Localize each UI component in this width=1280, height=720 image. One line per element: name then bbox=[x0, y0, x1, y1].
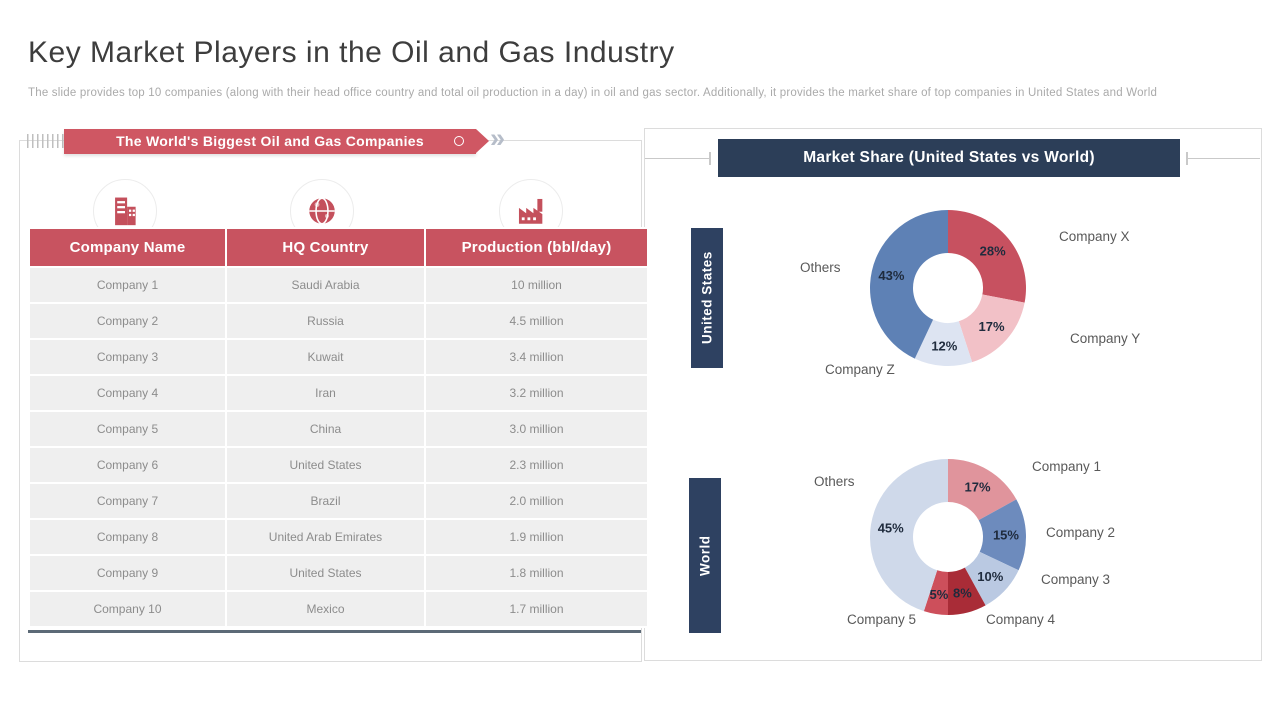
table-cell: 3.2 million bbox=[426, 376, 647, 410]
column-header-production: Production (bbl/day) bbox=[426, 229, 647, 266]
table-cell: Company 9 bbox=[30, 556, 225, 590]
ring-icon bbox=[454, 136, 464, 146]
table-cell: United Arab Emirates bbox=[227, 520, 424, 554]
table-cell: Company 8 bbox=[30, 520, 225, 554]
factory-icon bbox=[518, 198, 543, 224]
slice-name-label: Company X bbox=[1059, 229, 1130, 244]
donut-slice-company-y bbox=[958, 294, 1025, 363]
table-underline bbox=[28, 630, 641, 633]
table-cell: United States bbox=[227, 448, 424, 482]
donut-slice-company-x bbox=[948, 210, 1026, 303]
globe-icon bbox=[309, 197, 335, 225]
company-table-body: Company 1 Saudi Arabia 10 million Company 2… bbox=[30, 268, 647, 626]
slice-name-label: Company 5 bbox=[847, 612, 917, 627]
donut-slice-others bbox=[870, 459, 948, 612]
deco-tick-right bbox=[1186, 152, 1188, 165]
page-title: Key Market Players in the Oil and Gas In… bbox=[28, 36, 675, 70]
table-cell: Company 3 bbox=[30, 340, 225, 374]
world-chart-side-label: World bbox=[689, 478, 721, 633]
slice-percent-label: 8% bbox=[953, 586, 972, 601]
donut-slice-company-2 bbox=[978, 499, 1026, 571]
table-cell: United States bbox=[227, 556, 424, 590]
table-row: Company 7 Brazil 2.0 million bbox=[30, 484, 647, 518]
table-cell: 3.0 million bbox=[426, 412, 647, 446]
donut-slice-company-4 bbox=[948, 567, 986, 615]
slice-name-label: Company Y bbox=[1070, 331, 1141, 346]
deco-line-right bbox=[1186, 158, 1260, 159]
slice-percent-label: 28% bbox=[980, 244, 1006, 259]
world-donut-chart: 17% 15% 10% 8% 5% 45% bbox=[870, 459, 1026, 615]
table-row: Company 5 China 3.0 million bbox=[30, 412, 647, 446]
slice-name-label: Company 2 bbox=[1046, 525, 1116, 540]
table-cell: 2.3 million bbox=[426, 448, 647, 482]
table-cell: Company 7 bbox=[30, 484, 225, 518]
table-cell: Company 4 bbox=[30, 376, 225, 410]
slice-name-label: Company Z bbox=[825, 362, 895, 377]
table-cell: Company 10 bbox=[30, 592, 225, 626]
slice-name-label: Company 4 bbox=[986, 612, 1056, 627]
table-row: Company 2 Russia 4.5 million bbox=[30, 304, 647, 338]
table-cell: Company 5 bbox=[30, 412, 225, 446]
table-cell: Iran bbox=[227, 376, 424, 410]
slice-percent-label: 43% bbox=[878, 268, 904, 283]
table-row: Company 3 Kuwait 3.4 million bbox=[30, 340, 647, 374]
table-cell: Russia bbox=[227, 304, 424, 338]
donut-slice-company-z bbox=[914, 319, 973, 366]
table-cell: Kuwait bbox=[227, 340, 424, 374]
table-cell: 1.8 million bbox=[426, 556, 647, 590]
table-row: Company 4 Iran 3.2 million bbox=[30, 376, 647, 410]
column-header-company-name: Company Name bbox=[30, 229, 225, 266]
hatch-decoration bbox=[27, 134, 65, 148]
table-cell: China bbox=[227, 412, 424, 446]
slice-name-label: Others bbox=[814, 474, 855, 489]
slice-percent-label: 15% bbox=[993, 528, 1019, 543]
table-row: Company 10 Mexico 1.7 million bbox=[30, 592, 647, 626]
companies-table: Company Name HQ Country Production (bbl/… bbox=[28, 227, 649, 628]
table-cell: 10 million bbox=[426, 268, 647, 302]
table-row: Company 6 United States 2.3 million bbox=[30, 448, 647, 482]
slice-name-label: Others bbox=[800, 260, 841, 275]
table-cell: Company 1 bbox=[30, 268, 225, 302]
donut-slice-company-3 bbox=[964, 551, 1019, 606]
chart-title: Market Share (United States vs World) bbox=[718, 139, 1180, 177]
page-subtitle: The slide provides top 10 companies (alo… bbox=[28, 86, 1158, 99]
deco-tick-left bbox=[709, 152, 711, 165]
companies-banner: The World's Biggest Oil and Gas Companie… bbox=[64, 129, 489, 154]
slice-percent-label: 10% bbox=[977, 569, 1003, 584]
donut-slice-company-1 bbox=[948, 459, 1017, 521]
slice-percent-label: 5% bbox=[930, 587, 949, 602]
building-icon bbox=[115, 197, 136, 226]
table-cell: Saudi Arabia bbox=[227, 268, 424, 302]
slice-percent-label: 17% bbox=[965, 480, 991, 495]
table-row: Company 9 United States 1.8 million bbox=[30, 556, 647, 590]
slice-name-label: Company 3 bbox=[1041, 572, 1111, 587]
chevron-right-icon: » bbox=[490, 123, 506, 153]
table-row: Company 1 Saudi Arabia 10 million bbox=[30, 268, 647, 302]
column-header-hq-country: HQ Country bbox=[227, 229, 424, 266]
table-cell: 3.4 million bbox=[426, 340, 647, 374]
table-cell: 1.7 million bbox=[426, 592, 647, 626]
table-cell: Brazil bbox=[227, 484, 424, 518]
table-cell: 2.0 million bbox=[426, 484, 647, 518]
table-row: Company 8 United Arab Emirates 1.9 million bbox=[30, 520, 647, 554]
table-cell: 4.5 million bbox=[426, 304, 647, 338]
table-header-row: Company Name HQ Country Production (bbl/… bbox=[30, 229, 647, 266]
slice-percent-label: 45% bbox=[878, 520, 904, 535]
us-donut-chart: 28% 17% 12% 43% bbox=[870, 210, 1026, 366]
deco-line-left bbox=[645, 158, 711, 159]
table-cell: 1.9 million bbox=[426, 520, 647, 554]
slice-name-label: Company 1 bbox=[1032, 459, 1102, 474]
slice-percent-label: 12% bbox=[931, 338, 957, 353]
donut-slice-others bbox=[870, 210, 948, 359]
slice-percent-label: 17% bbox=[978, 319, 1004, 334]
donut-slice-company-5 bbox=[923, 570, 948, 615]
table-cell: Company 6 bbox=[30, 448, 225, 482]
us-chart-side-label: United States bbox=[691, 228, 723, 368]
table-cell: Mexico bbox=[227, 592, 424, 626]
companies-banner-label: The World's Biggest Oil and Gas Companie… bbox=[116, 133, 424, 149]
table-cell: Company 2 bbox=[30, 304, 225, 338]
